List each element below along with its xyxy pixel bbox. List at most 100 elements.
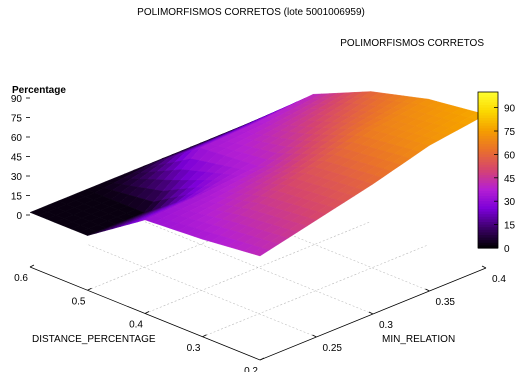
colorbar-segment [478,164,498,168]
colorbar-segment [478,115,498,119]
colorbar-segment [478,151,498,155]
colorbar-segment [478,183,498,187]
colorbar-segment [478,120,498,124]
grid-line [86,243,317,338]
colorbar-segment [478,159,498,163]
colorbar-segment [478,242,498,246]
z-tick-label: 15 [11,192,23,203]
grid-line [87,197,314,291]
colorbar-segment [478,105,498,109]
grid-line [199,197,430,292]
x-tick [259,357,265,361]
y-tick-label: 0.25 [323,343,343,354]
base-edge [29,266,487,361]
z-tick-label: 90 [11,94,23,105]
colorbar-segment [478,172,498,176]
y-tick-label: 0.35 [436,297,456,308]
grid-line [144,221,372,314]
colorbar-segment [478,193,498,197]
colorbar-tick-label: 60 [504,150,516,161]
z-tick-label: 0 [16,211,22,222]
colorbar-segment [478,216,498,220]
colorbar-segment [478,235,498,239]
colorbar-segment [478,206,498,210]
colorbar-tick-label: 75 [504,127,516,138]
x-tick-label: 0.4 [129,320,143,331]
colorbar-segment [478,167,498,171]
colorbar-segment [478,162,498,166]
colorbar-segment [478,209,498,213]
grid-line [202,244,429,338]
colorbar-segment [478,136,498,140]
colorbar-segment [478,196,498,200]
y-tick [312,334,317,338]
colorbar-segment [478,245,498,249]
x-axis-label: DISTANCE_PERCENTAGE [32,334,156,345]
y-tick [368,311,374,315]
y-tick [425,288,430,292]
colorbar-segment [478,219,498,223]
z-tick-label: 45 [11,153,23,164]
z-tick-label: 75 [11,114,23,125]
colorbar-segment [478,180,498,184]
surface-patch [251,247,270,257]
colorbar-tick-label: 90 [504,104,516,115]
colorbar-segment [478,149,498,153]
colorbar-segment [478,97,498,101]
colorbar-tick-label: 15 [504,221,516,232]
y-tick [481,265,487,269]
colorbar-segment [478,201,498,205]
colorbar-segment [478,138,498,142]
y-axis-label: MIN_RELATION [382,334,455,345]
colorbar-segment [478,141,498,145]
z-tick-label: 60 [11,133,23,144]
colorbar-segment [478,154,498,158]
y-tick-label: 0.4 [492,274,506,285]
grid-line [142,220,374,315]
x-tick [144,311,150,314]
colorbar-segment [478,102,498,106]
colorbar-segment [478,118,498,122]
colorbar-segment [478,224,498,228]
colorbar-segment [478,232,498,236]
colorbar-segment [478,125,498,129]
colorbar-tick-label: 30 [504,197,516,208]
axis-ticks: 90 75 60 45 30 15 0 0.6 0.5 0.4 0.3 0.2 0.25 0.3 0.35 0… [11,94,506,372]
colorbar-segment [478,198,498,202]
x-tick-label: 0.6 [14,273,28,284]
colorbar-segment [478,144,498,148]
colorbar-segment [478,211,498,215]
x-tick [29,264,35,268]
x-tick [87,287,92,291]
colorbar-frame [477,91,499,249]
x-tick-label: 0.2 [244,366,258,372]
colorbar-segment [478,92,498,96]
colorbar-segment [478,112,498,116]
colorbar-segment [478,175,498,179]
x-tick [202,334,207,338]
colorbar: 90 75 60 45 30 15 0 [477,91,516,255]
colorbar-segment [478,240,498,244]
colorbar-segment [478,185,498,189]
colorbar-segment [478,222,498,226]
colorbar-segment [478,133,498,137]
z-axis-label: Percentage [12,85,66,96]
colorbar-segment [478,157,498,161]
colorbar-segment [478,177,498,181]
x-tick-label: 0.5 [72,296,86,307]
colorbar-segment [478,227,498,231]
colorbar-segment [478,110,498,114]
chart-title: POLIMORFISMOS CORRETOS (lote 5001006959) [137,7,365,18]
y-tick-label: 0.3 [379,320,393,331]
colorbar-segment [478,237,498,241]
colorbar-segment [478,123,498,127]
colorbar-segment [478,146,498,150]
colorbar-segment [478,94,498,98]
z-tick-label: 30 [11,172,23,183]
surface [29,91,487,257]
colorbar-segment [478,99,498,103]
colorbar-segment [478,229,498,233]
colorbar-segment [478,190,498,194]
colorbar-segment [478,203,498,207]
